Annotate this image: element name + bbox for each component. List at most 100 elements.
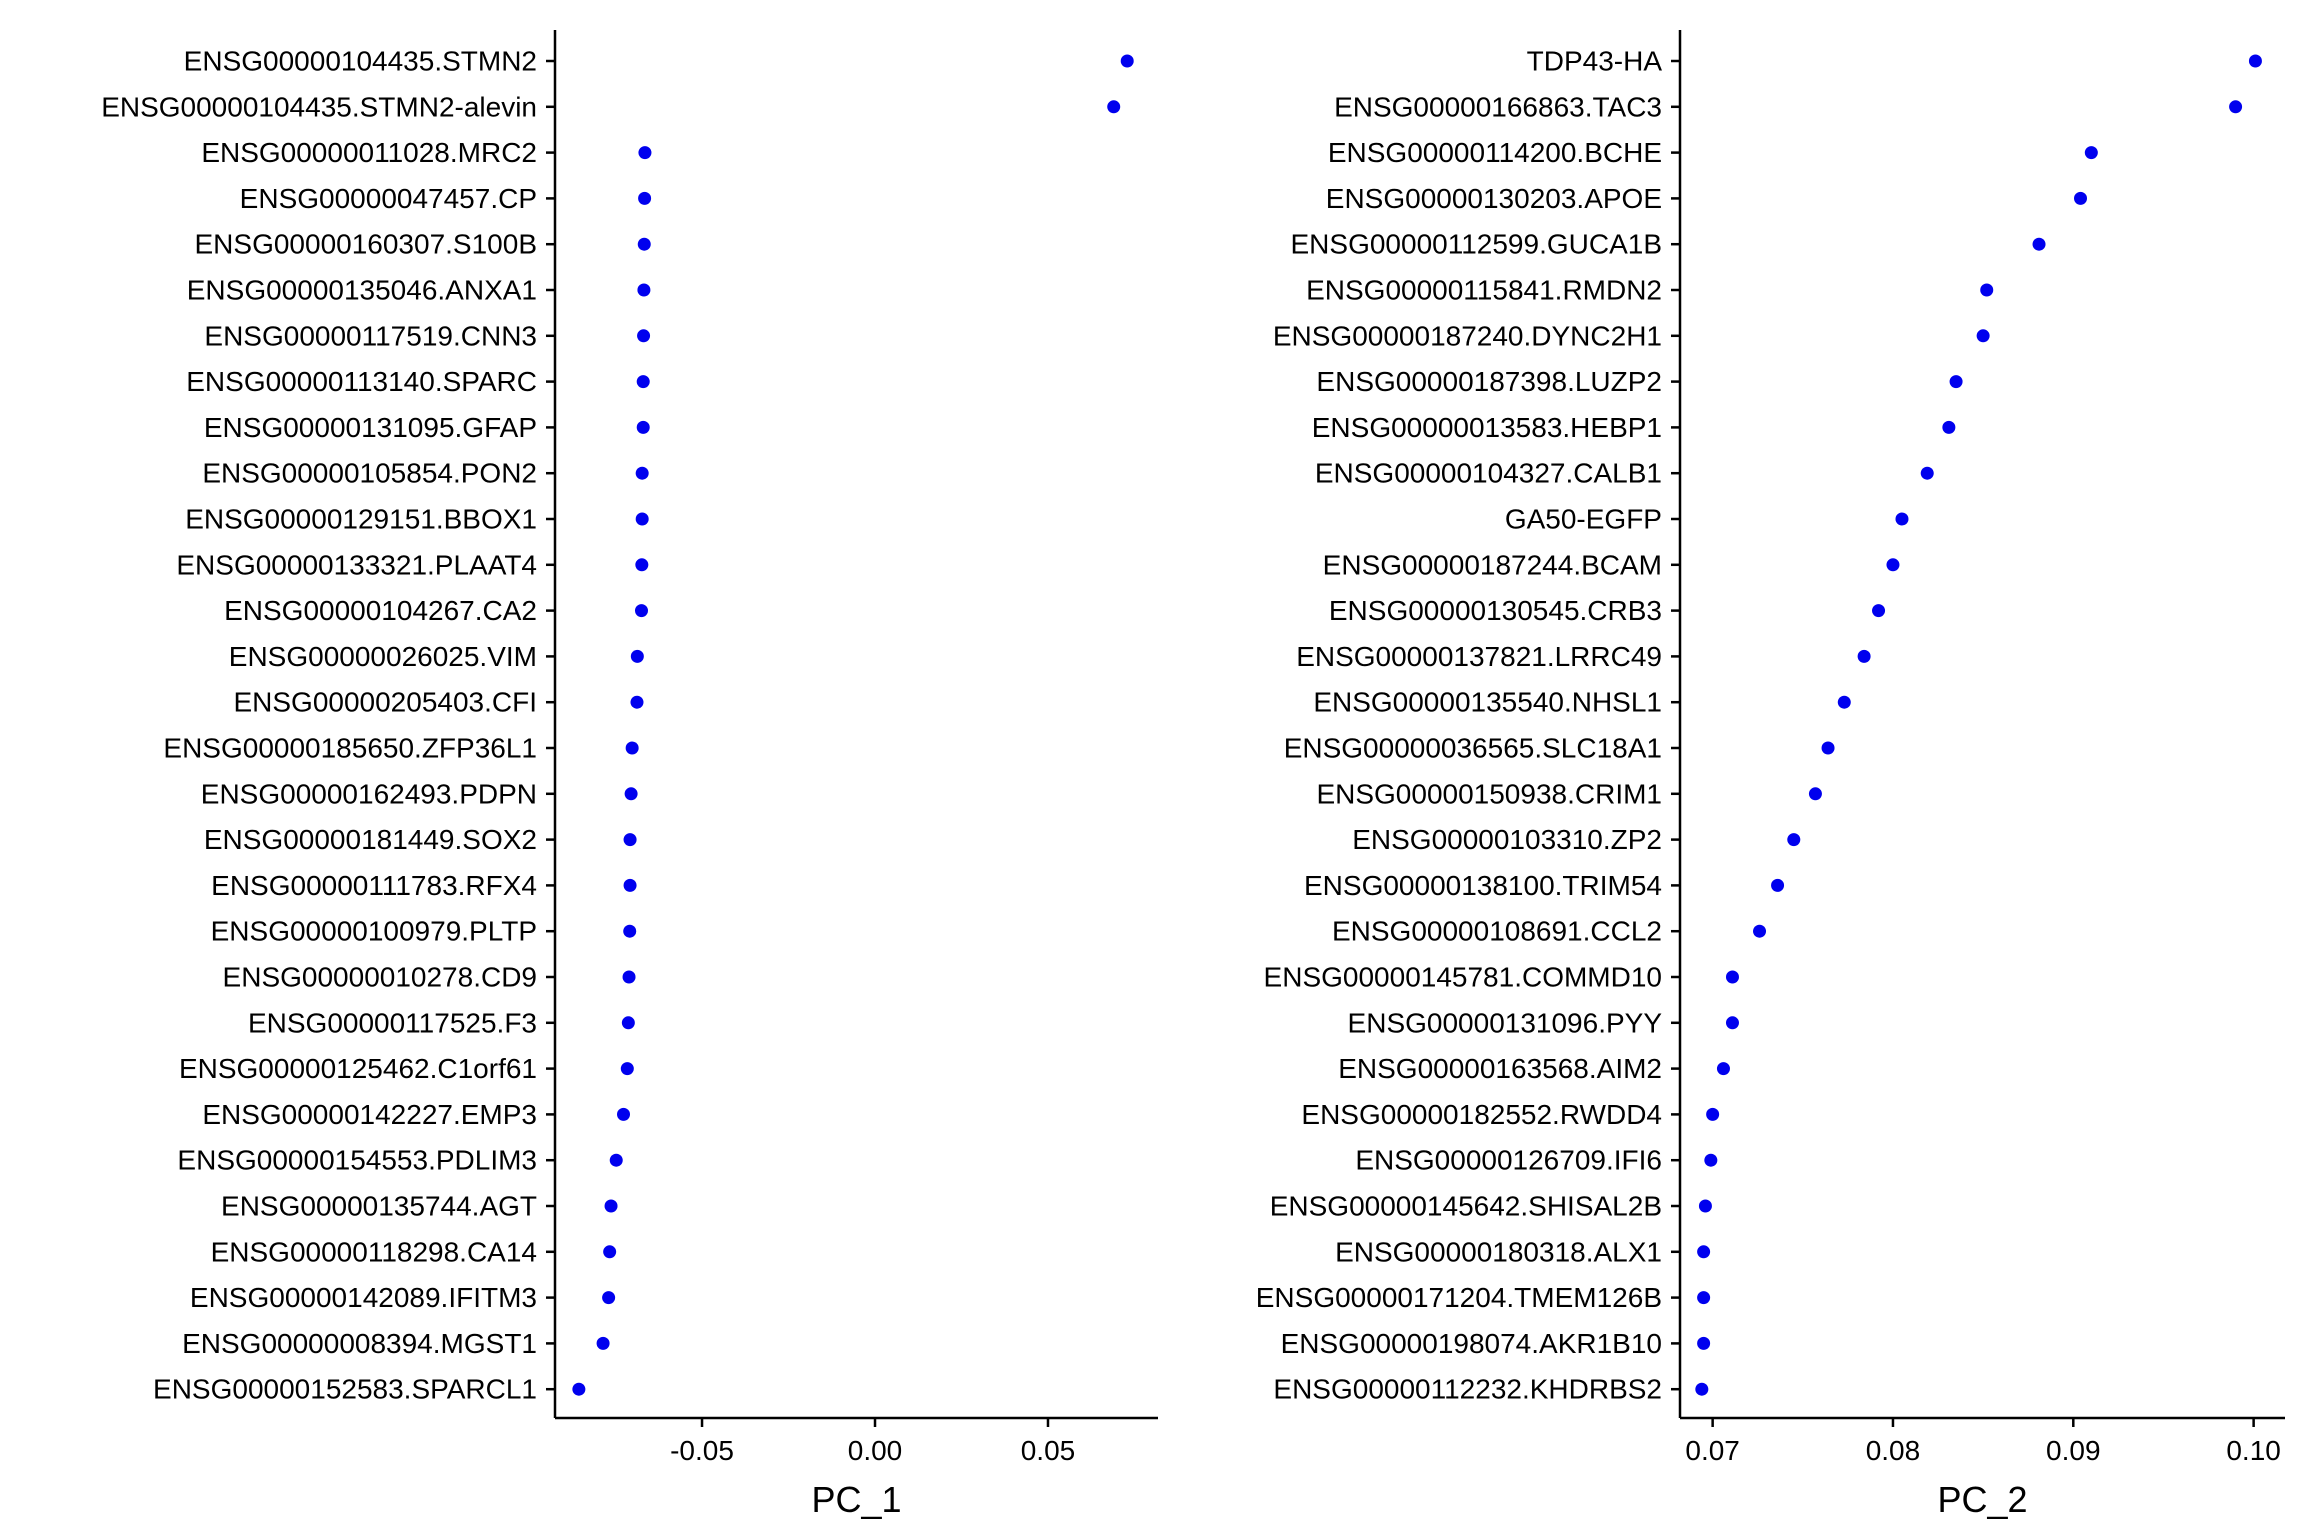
pc2-data-point xyxy=(1821,741,1835,755)
pc2-x-tick-label: 0.10 xyxy=(2226,1435,2281,1466)
pc1-data-point xyxy=(622,970,636,984)
pc1-x-tick-label: -0.05 xyxy=(670,1435,734,1466)
pc2-y-tick-label: ENSG00000126709.IFI6 xyxy=(1355,1145,1662,1176)
pc2-x-axis-title: PC_2 xyxy=(1937,1479,2027,1520)
pc1-data-point xyxy=(637,329,651,343)
pc1-y-tick-label: ENSG00000104435.STMN2-alevin xyxy=(101,91,537,122)
pc2-y-tick-label: ENSG00000150938.CRIM1 xyxy=(1316,778,1662,809)
pc2-data-point xyxy=(1725,970,1739,984)
pc2-data-point xyxy=(1698,1199,1712,1213)
pc1-data-point xyxy=(1107,100,1121,114)
pc1-data-point xyxy=(635,466,649,480)
pc2-y-tick-label: ENSG00000187244.BCAM xyxy=(1323,549,1662,580)
pc2-data-point xyxy=(1949,375,1963,389)
pc1-data-point xyxy=(596,1336,610,1350)
pc1-panel: ENSG00000104435.STMN2 ENSG00000104435.STM… xyxy=(101,30,1158,1520)
pc1-x-tick-label: 0.05 xyxy=(1021,1435,1076,1466)
pc1-y-tick-label: ENSG00000104267.CA2 xyxy=(224,595,537,626)
pc1-data-point xyxy=(624,787,638,801)
pc1-y-tick-label: ENSG00000181449.SOX2 xyxy=(204,824,537,855)
pc2-y-tick-label: ENSG00000187398.LUZP2 xyxy=(1316,366,1662,397)
pc2-data-point xyxy=(2084,146,2098,160)
pc2-y-tick-label: GA50-EGFP xyxy=(1505,504,1662,535)
pc1-y-tick-label: ENSG00000104435.STMN2 xyxy=(184,46,537,77)
pc2-data-point xyxy=(1695,1382,1709,1396)
pc2-data-point xyxy=(1976,329,1990,343)
pc1-y-tick-label: ENSG00000105854.PON2 xyxy=(202,458,537,489)
pc1-data-point xyxy=(638,191,652,205)
pc2-y-tick-label: ENSG00000114200.BCHE xyxy=(1328,137,1662,168)
pc2-y-tick-label: ENSG00000130203.APOE xyxy=(1326,183,1662,214)
pc1-y-tick-label: ENSG00000142227.EMP3 xyxy=(202,1099,537,1130)
pc2-y-tick-label: TDP43-HA xyxy=(1527,46,1663,77)
pc1-data-point xyxy=(635,558,649,572)
pc2-x-tick-label: 0.08 xyxy=(1866,1435,1921,1466)
pc1-y-tick-label: ENSG00000008394.MGST1 xyxy=(182,1328,537,1359)
pc2-y-tick-label: ENSG00000145781.COMMD10 xyxy=(1264,962,1662,993)
pc2-data-point xyxy=(1837,695,1851,709)
pc1-y-tick-label: ENSG00000047457.CP xyxy=(240,183,537,214)
pc2-data-point xyxy=(1980,283,1994,297)
pc2-data-point xyxy=(1697,1245,1711,1259)
pc1-y-tick-label: ENSG00000113140.SPARC xyxy=(186,366,537,397)
pc1-y-tick-label: ENSG00000129151.BBOX1 xyxy=(185,504,537,535)
pc1-data-point xyxy=(636,420,650,434)
pc1-y-tick-label: ENSG00000135744.AGT xyxy=(221,1191,537,1222)
pc1-data-point xyxy=(623,833,637,847)
pc2-data-point xyxy=(2248,54,2262,68)
pc2-data-point xyxy=(1920,466,1934,480)
pc2-y-tick-label: ENSG00000138100.TRIM54 xyxy=(1304,870,1662,901)
pc1-data-point xyxy=(572,1382,586,1396)
pc1-y-tick-label: ENSG00000133321.PLAAT4 xyxy=(176,549,537,580)
pc2-panel: TDP43-HA ENSG00000166863.TAC3 ENSG00000114… xyxy=(1256,30,2285,1520)
pc2-y-tick-label: ENSG00000013583.HEBP1 xyxy=(1312,412,1662,443)
pc1-data-point xyxy=(636,375,650,389)
pc2-y-tick-label: ENSG00000163568.AIM2 xyxy=(1338,1053,1662,1084)
pc2-data-point xyxy=(2229,100,2243,114)
pc2-y-tick-label: ENSG00000180318.ALX1 xyxy=(1335,1236,1662,1267)
pc2-y-tick-label: ENSG00000145642.SHISAL2B xyxy=(1270,1191,1662,1222)
pc1-y-tick-label: ENSG00000154553.PDLIM3 xyxy=(177,1145,537,1176)
pc2-y-tick-label: ENSG00000166863.TAC3 xyxy=(1334,91,1662,122)
pc1-y-tick-label: ENSG00000160307.S100B xyxy=(195,229,538,260)
pc1-y-tick-label: ENSG00000142089.IFITM3 xyxy=(190,1282,537,1313)
pc2-data-point xyxy=(2074,191,2088,205)
pc2-y-tick-label: ENSG00000104327.CALB1 xyxy=(1315,458,1662,489)
pc1-data-point xyxy=(623,878,637,892)
pc1-x-tick-label: 0.00 xyxy=(848,1435,903,1466)
pc2-y-tick-label: ENSG00000036565.SLC18A1 xyxy=(1284,733,1662,764)
pc2-data-point xyxy=(1886,558,1900,572)
pc1-y-tick-label: ENSG00000125462.C1orf61 xyxy=(179,1053,537,1084)
pc2-y-tick-label: ENSG00000108691.CCL2 xyxy=(1332,916,1662,947)
pc2-data-point xyxy=(1716,1062,1730,1076)
pc1-y-tick-label: ENSG00000111783.RFX4 xyxy=(211,870,537,901)
pc1-y-tick-label: ENSG00000152583.SPARCL1 xyxy=(153,1374,537,1405)
pc1-y-tick-label: ENSG00000026025.VIM xyxy=(229,641,537,672)
pc1-y-tick-label: ENSG00000185650.ZFP36L1 xyxy=(163,733,537,764)
pc1-data-point xyxy=(604,1199,618,1213)
pc2-y-tick-label: ENSG00000198074.AKR1B10 xyxy=(1281,1328,1662,1359)
pc2-data-point xyxy=(1753,924,1767,938)
pc1-data-point xyxy=(638,146,652,160)
pc1-data-point xyxy=(630,695,644,709)
pc2-data-point xyxy=(1787,833,1801,847)
pc1-y-tick-label: ENSG00000131095.GFAP xyxy=(204,412,537,443)
pc1-data-point xyxy=(625,741,639,755)
pc1-data-point xyxy=(620,1062,634,1076)
pc2-y-tick-label: ENSG00000112232.KHDRBS2 xyxy=(1273,1374,1662,1405)
pc1-data-point xyxy=(609,1153,623,1167)
pc2-y-tick-label: ENSG00000137821.LRRC49 xyxy=(1296,641,1662,672)
pc2-data-point xyxy=(1942,420,1956,434)
pc2-y-tick-label: ENSG00000187240.DYNC2H1 xyxy=(1273,320,1662,351)
pc1-y-tick-label: ENSG00000135046.ANXA1 xyxy=(187,275,537,306)
pc2-y-tick-label: ENSG00000171204.TMEM126B xyxy=(1256,1282,1662,1313)
pc1-y-tick-label: ENSG00000117519.CNN3 xyxy=(204,320,537,351)
pc1-data-point xyxy=(602,1291,616,1305)
pc2-x-tick-label: 0.09 xyxy=(2046,1435,2101,1466)
pc2-data-point xyxy=(1771,878,1785,892)
pc2-data-point xyxy=(2032,237,2046,251)
pc2-data-point xyxy=(1704,1153,1718,1167)
pc1-y-tick-label: ENSG00000118298.CA14 xyxy=(211,1236,537,1267)
pc1-data-point xyxy=(630,649,644,663)
pc2-data-point xyxy=(1872,604,1886,618)
